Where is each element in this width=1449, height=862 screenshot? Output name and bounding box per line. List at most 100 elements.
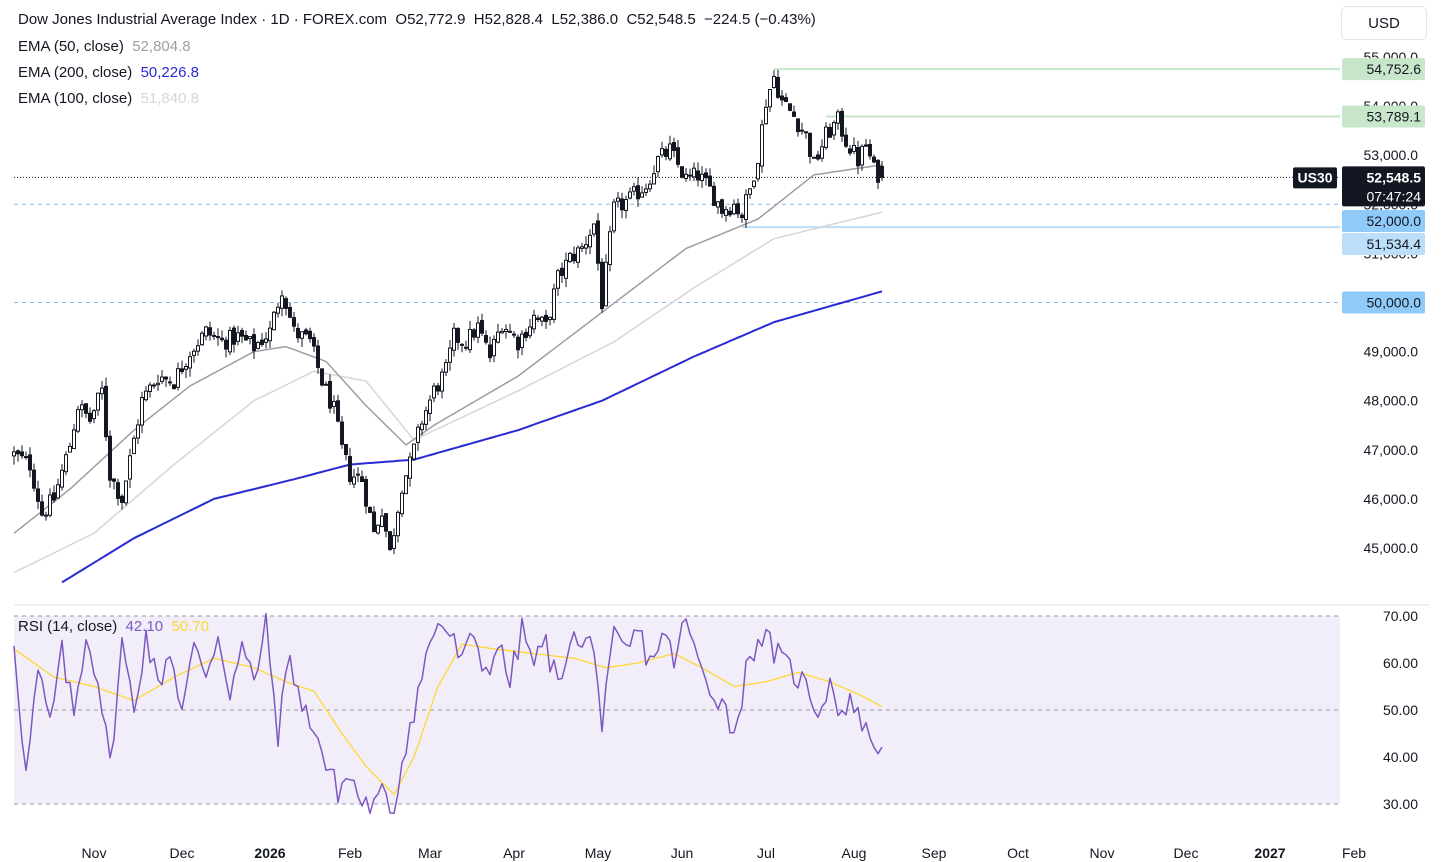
candle-body-up [528, 326, 532, 337]
candle-body-up [760, 124, 764, 167]
candle [204, 325, 208, 341]
candle-body-down [372, 511, 376, 533]
candle-body-up [300, 331, 304, 339]
price-tick-2: 53,000.0 [1364, 147, 1419, 163]
candle-body-down [572, 253, 576, 262]
candle [684, 167, 688, 182]
price-tick-8: 47,000.0 [1364, 442, 1419, 458]
rsi-line [13, 612, 883, 815]
candle [144, 386, 148, 402]
candle-body-down [536, 317, 540, 321]
candle [536, 315, 540, 323]
candle [416, 424, 420, 451]
candle-body-up [768, 89, 772, 108]
candle [380, 508, 384, 528]
candle-body-down [620, 198, 624, 211]
candle-body-up [604, 261, 608, 307]
candle [92, 408, 96, 424]
candle [168, 376, 172, 387]
rsi-tick-2: 50.00 [1383, 702, 1418, 718]
time-label-2: 2026 [254, 845, 285, 861]
candle-body-down [308, 330, 312, 340]
candle-body-down [676, 147, 680, 165]
candle [672, 137, 676, 158]
candle [172, 383, 176, 390]
rsi-tick-4: 30.00 [1383, 796, 1418, 812]
candle-body-up [496, 331, 500, 343]
symbol-legend[interactable]: Dow Jones Industrial Average Index · 1D … [18, 11, 816, 28]
candle [828, 123, 832, 138]
level-tag-bg-4 [1342, 291, 1425, 314]
candle [312, 333, 316, 353]
candle [556, 268, 560, 296]
time-label-7: Jun [671, 845, 694, 861]
candle-body-up [128, 455, 132, 480]
candle [540, 315, 544, 327]
candle [224, 336, 228, 358]
candle-body-up [468, 328, 472, 351]
candle [824, 122, 828, 150]
time-label-4: Mar [418, 845, 442, 861]
candle [864, 138, 868, 147]
rsi-band-fill [14, 616, 1340, 804]
candle [640, 186, 644, 198]
candle [616, 191, 620, 208]
candle-body-up [624, 198, 628, 211]
ema100-legend[interactable]: EMA (100, close) 51,840.8 [18, 90, 199, 107]
candle [632, 182, 636, 196]
time-label-11: Oct [1007, 845, 1029, 861]
candle [276, 303, 280, 318]
level-tag-bg-2 [1342, 210, 1425, 232]
candle [548, 316, 552, 326]
candle-body-down [164, 376, 168, 380]
candle-body-up [24, 456, 28, 459]
candle-body-down [340, 421, 344, 445]
candle-body-down [672, 142, 676, 151]
candle-body-up [264, 338, 268, 343]
candle [100, 380, 104, 400]
candle [844, 127, 848, 148]
candle-body-up [268, 327, 272, 342]
candle [156, 374, 160, 391]
candle [32, 463, 36, 492]
candle [324, 381, 328, 386]
price-tick-7: 48,000.0 [1364, 393, 1419, 409]
ema50-legend[interactable]: EMA (50, close) 52,804.8 [18, 38, 191, 55]
level-tag-bg-0 [1342, 58, 1425, 81]
rsi-tick-1: 60.00 [1383, 655, 1418, 671]
candle [56, 478, 60, 500]
candle-body-down [172, 384, 176, 390]
candle [780, 90, 784, 106]
candle [364, 475, 368, 514]
candle-body-down [232, 327, 236, 345]
countdown-tag: 07:47:24 [1367, 188, 1422, 204]
rsi-legend[interactable]: RSI (14, close) 42.10 50.70 [18, 618, 209, 635]
time-label-14: 2027 [1254, 845, 1285, 861]
candle-body-down [252, 334, 256, 352]
candle [516, 334, 520, 359]
close-label: C [626, 11, 638, 28]
candle-body-up [540, 316, 544, 322]
candle-body-up [508, 330, 512, 333]
candle-body-up [460, 343, 464, 346]
candle-body-up [196, 345, 200, 352]
candle-body-down [364, 478, 368, 507]
candle [264, 332, 268, 349]
candle-body-up [656, 156, 660, 173]
candle-body-down [600, 261, 604, 310]
candle-body-up [192, 350, 196, 356]
candle [740, 212, 744, 223]
candle [712, 181, 716, 206]
candle-body-down [808, 132, 812, 157]
candle [132, 435, 136, 455]
candle [300, 331, 304, 348]
candle [812, 156, 816, 159]
ema200-legend[interactable]: EMA (200, close) 50,226.8 [18, 64, 199, 81]
candle-body-down [244, 334, 248, 341]
rsi-tick-0: 70.00 [1383, 608, 1418, 624]
currency-button[interactable]: USD [1341, 6, 1427, 40]
candle-body-down [488, 344, 492, 359]
candle-body-up [860, 145, 864, 166]
candle [116, 478, 120, 506]
